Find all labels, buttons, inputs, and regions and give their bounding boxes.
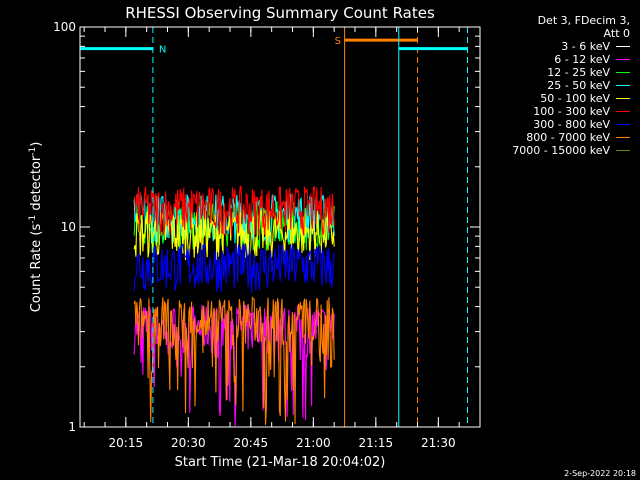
marker-label: S xyxy=(335,36,341,47)
legend-label: 6 - 12 keV xyxy=(554,53,610,66)
legend-swatch xyxy=(616,98,630,99)
legend-header-line2: Att 0 xyxy=(603,27,630,40)
series-line xyxy=(133,192,335,244)
legend-entry: 3 - 6 keV xyxy=(460,40,630,53)
legend-swatch xyxy=(616,72,630,73)
marker-layer: NS xyxy=(79,27,468,427)
x-tick-label: 20:45 xyxy=(234,436,269,450)
legend-label: 100 - 300 keV xyxy=(533,105,610,118)
legend-entry: 7000 - 15000 keV xyxy=(460,144,630,157)
y-axis-label-sup1: -1 xyxy=(28,215,38,224)
legend-entry: 800 - 7000 keV xyxy=(460,131,630,144)
chart-title: RHESSI Observing Summary Count Rates xyxy=(125,4,435,22)
x-axis-label: Start Time (21-Mar-18 20:04:02) xyxy=(175,455,386,470)
legend-label: 50 - 100 keV xyxy=(540,92,610,105)
legend-swatch xyxy=(616,46,630,47)
legend-label: 800 - 7000 keV xyxy=(526,131,610,144)
legend-entry: 100 - 300 keV xyxy=(460,105,630,118)
legend-entry: 50 - 100 keV xyxy=(460,92,630,105)
x-tick-label: 20:30 xyxy=(171,436,206,450)
legend-swatch xyxy=(616,85,630,86)
legend-swatch xyxy=(616,124,630,125)
legend-swatch xyxy=(616,59,630,60)
x-tick-label: 21:30 xyxy=(421,436,456,450)
marker-label: N xyxy=(159,45,166,56)
legend-label: 300 - 800 keV xyxy=(533,118,610,131)
x-tick-label: 21:00 xyxy=(296,436,331,450)
legend-swatch xyxy=(616,150,630,151)
legend-swatch xyxy=(616,111,630,112)
series-line xyxy=(133,296,335,425)
series-line xyxy=(133,185,335,237)
footer-date: 2-Sep-2022 20:18 xyxy=(564,469,636,478)
y-tick-label: 1 xyxy=(68,420,76,434)
y-axis-label-main: Count Rate (s xyxy=(29,224,44,313)
x-tick-label: 21:15 xyxy=(359,436,394,450)
legend: Det 3, FDecim 3, Att 0 3 - 6 keV 6 - 12 k… xyxy=(460,14,630,157)
y-tick-label: 10 xyxy=(61,220,76,234)
legend-label: 12 - 25 keV xyxy=(547,66,610,79)
legend-header-line1: Det 3, FDecim 3, xyxy=(537,14,630,27)
series-line xyxy=(133,243,335,293)
y-axis-label-sup2: -1 xyxy=(28,147,38,156)
legend-entry: 6 - 12 keV xyxy=(460,53,630,66)
legend-label: 25 - 50 keV xyxy=(547,79,610,92)
axis-layer: 1 10 100 20:15 20:30 20:45 21:00 21:15 21:30 xyxy=(53,20,480,450)
legend-swatch xyxy=(616,137,630,138)
legend-entry: 300 - 800 keV xyxy=(460,118,630,131)
legend-entry: 12 - 25 keV xyxy=(460,66,630,79)
y-axis-label-end: ) xyxy=(29,142,44,147)
x-tick-label: 20:15 xyxy=(109,436,144,450)
series-line xyxy=(133,304,335,427)
y-tick-label: 100 xyxy=(53,20,76,34)
y-axis-label-mid: detector xyxy=(29,155,44,215)
legend-label: 3 - 6 keV xyxy=(561,40,610,53)
series-layer xyxy=(133,185,335,427)
legend-label: 7000 - 15000 keV xyxy=(512,144,610,157)
legend-entry: 25 - 50 keV xyxy=(460,79,630,92)
y-axis-label: Count Rate (s-1 detector-1) xyxy=(28,142,44,313)
legend-rows: 3 - 6 keV 6 - 12 keV 12 - 25 keV 25 - 50 ke… xyxy=(460,40,630,157)
